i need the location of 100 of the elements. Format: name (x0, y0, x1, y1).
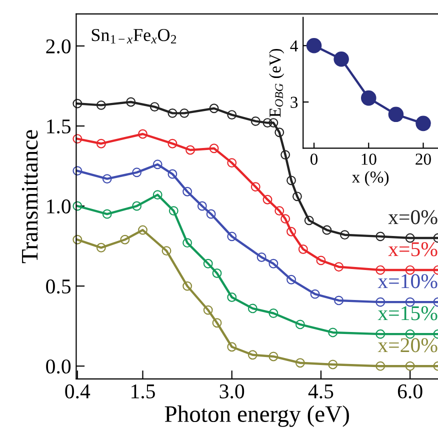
series-label: x=0% (388, 210, 438, 224)
point (138, 129, 148, 139)
point (197, 201, 207, 211)
point (168, 169, 178, 179)
point (416, 116, 431, 132)
point (268, 352, 278, 362)
point (388, 106, 404, 122)
point (292, 192, 302, 202)
point (182, 281, 192, 291)
y-tick-label: 2.0 (46, 39, 71, 54)
point (102, 174, 112, 184)
point (262, 118, 272, 128)
point (286, 226, 296, 236)
point (72, 234, 82, 244)
point (376, 265, 386, 275)
x-tick-label: 0.4 (65, 384, 90, 398)
point (227, 292, 237, 302)
point (262, 194, 272, 204)
point (132, 168, 142, 178)
point (248, 350, 258, 360)
point (295, 320, 305, 330)
point (206, 209, 216, 219)
point (162, 246, 172, 256)
point (126, 97, 136, 107)
point (286, 176, 296, 186)
y-tick-label: 0.5 (46, 279, 71, 294)
series-label: x=15% (378, 306, 438, 320)
point (405, 297, 415, 307)
point (376, 297, 386, 307)
point (298, 244, 308, 254)
point (72, 201, 82, 211)
point (405, 265, 415, 275)
point (182, 186, 192, 196)
point (248, 304, 258, 314)
point (227, 232, 237, 242)
point (328, 328, 338, 338)
point (182, 238, 192, 248)
point (72, 98, 82, 108)
point (405, 233, 415, 243)
x-axis-title: Photon energy (eV) (164, 405, 349, 427)
point (203, 258, 213, 268)
point (250, 182, 260, 192)
point (286, 274, 296, 284)
point (306, 38, 322, 54)
point (250, 116, 260, 126)
point (96, 138, 106, 148)
point (304, 216, 314, 226)
point (102, 209, 112, 219)
y-axis-title: E$_{OBG}$ (eV) (269, 48, 284, 118)
point (203, 305, 213, 315)
point (280, 150, 290, 160)
y-tick-label: 3 (290, 96, 298, 108)
point (180, 108, 190, 118)
y-axis-title: Transmittance (22, 130, 38, 264)
point (152, 190, 162, 200)
point (268, 118, 278, 128)
point (322, 225, 332, 235)
point (376, 329, 386, 339)
point (150, 102, 160, 112)
point (209, 144, 219, 154)
point (212, 268, 222, 278)
x-axis-title: x (%) (352, 170, 389, 186)
point (227, 158, 237, 168)
point (168, 108, 178, 118)
y-tick-label: 4 (290, 40, 298, 52)
y-tick-label: 0.0 (46, 359, 71, 374)
point (72, 134, 82, 144)
point (310, 289, 320, 299)
point (274, 206, 284, 216)
point (168, 138, 178, 148)
point (360, 90, 376, 106)
x-tick-label: 10 (362, 154, 376, 165)
point (340, 230, 350, 240)
point (186, 145, 195, 155)
point (168, 206, 178, 216)
series-label: x=20% (378, 338, 438, 352)
point (132, 201, 142, 211)
point (376, 361, 386, 371)
point (72, 166, 82, 176)
point (120, 234, 130, 244)
point (376, 232, 386, 242)
series-label: x=5% (388, 242, 438, 256)
x-tick-label: 3.0 (220, 384, 244, 398)
point (405, 329, 415, 339)
point (334, 262, 344, 272)
y-tick-label: 1.5 (47, 119, 71, 134)
x-tick-label: 0 (310, 154, 318, 165)
point (152, 160, 162, 170)
point (334, 52, 349, 67)
point (227, 342, 237, 352)
x-tick-label: 4.5 (308, 384, 334, 398)
point (328, 360, 338, 370)
point (227, 110, 237, 120)
point (268, 258, 278, 268)
point (280, 214, 290, 224)
x-tick-label: 1.5 (132, 384, 155, 398)
point (316, 256, 326, 266)
point (212, 318, 222, 328)
annotation: Sn$_{1−x}$Fe$_{x}$O$_{2}$ (92, 28, 176, 44)
x-tick-label: 6.0 (398, 384, 422, 398)
